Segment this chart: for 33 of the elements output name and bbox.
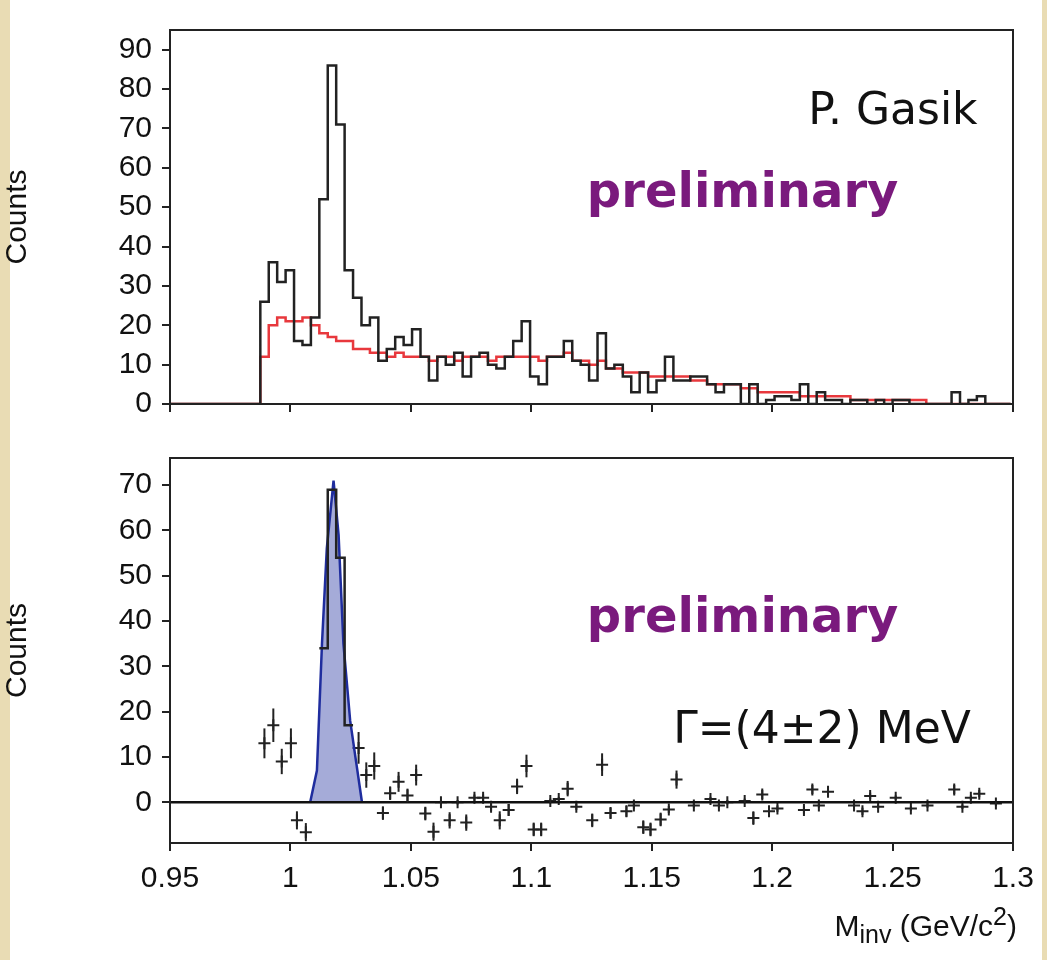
y-axis-title: Counts — [0, 169, 33, 265]
y-tick-label: 40 — [118, 602, 152, 636]
y-axis-title: Counts — [0, 602, 33, 699]
x-axis-title: M$_{inv}$ (GeV/c$^{2}$) — [834, 902, 1017, 949]
y-tick-label: 10 — [118, 738, 152, 772]
x-tick-label: 1 — [282, 860, 299, 894]
y-tick-label: 80 — [118, 70, 152, 104]
y-tick-label: 20 — [118, 692, 152, 726]
y-tick-label: 40 — [118, 227, 152, 261]
annotation: preliminary — [586, 587, 899, 644]
y-tick-label: 20 — [118, 306, 152, 340]
x-tick-label: 1.05 — [381, 860, 441, 894]
x-tick-label: 1.3 — [992, 860, 1034, 894]
y-tick-label: 30 — [118, 267, 152, 301]
y-tick-label: 30 — [118, 647, 152, 681]
y-tick-label: 60 — [118, 511, 152, 545]
y-tick-label: 0 — [135, 783, 152, 817]
y-tick-label: 50 — [118, 188, 152, 222]
y-tick-label: 50 — [118, 557, 152, 591]
annotation: preliminary — [586, 162, 899, 219]
x-tick-label: 1.1 — [510, 860, 553, 894]
y-tick-label: 70 — [118, 109, 152, 143]
x-tick-label: 0.95 — [140, 860, 200, 894]
y-tick-label: 90 — [118, 30, 152, 64]
x-tick-label: 1.25 — [863, 860, 922, 894]
annotation: P. Gasik — [808, 82, 979, 134]
y-tick-label: 10 — [118, 345, 152, 379]
y-tick-label: 60 — [118, 149, 152, 183]
y-tick-label: 0 — [135, 385, 152, 419]
annotation: Γ=(4±2) MeV — [673, 701, 971, 753]
y-tick-label: 70 — [118, 466, 152, 500]
x-tick-label: 1.15 — [622, 860, 681, 894]
x-tick-label: 1.2 — [751, 860, 793, 894]
